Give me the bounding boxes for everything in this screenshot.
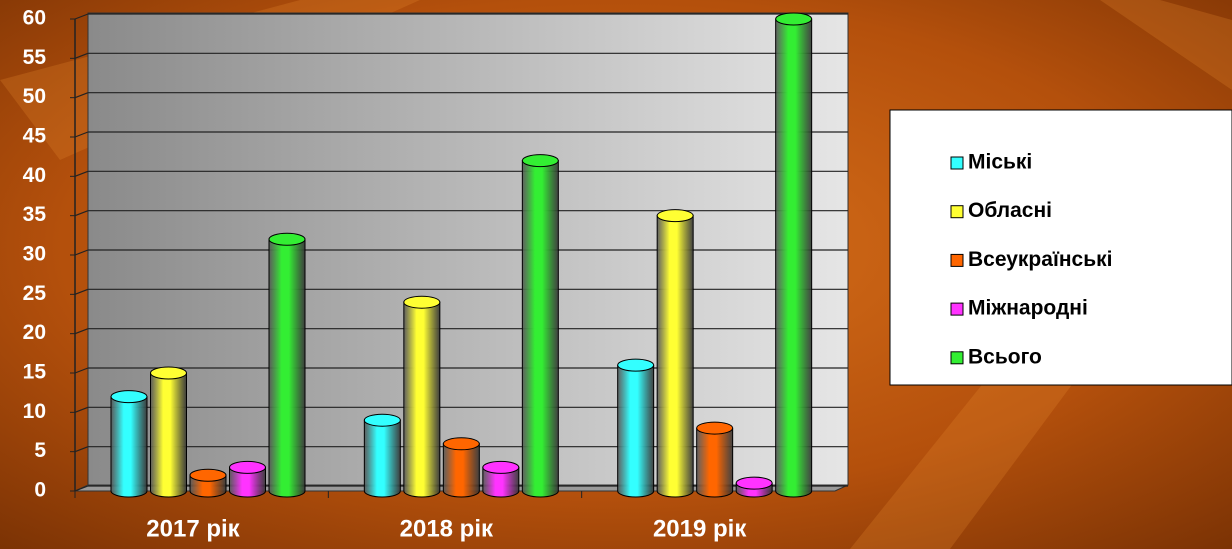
legend-label: Міські [968,151,1032,174]
cylinder [696,427,734,498]
cylinder-top [268,232,306,246]
legend-label: Обласні [968,199,1052,222]
legend-swatch [950,302,964,316]
legend-swatch [950,156,964,170]
cylinder [656,215,694,498]
cylinder [482,466,520,498]
grid-line-side [74,406,89,413]
y-tick-label: 20 [23,321,46,344]
cylinder-top [735,476,773,490]
cylinder [521,160,559,498]
cylinder [268,238,306,498]
grid-line-side [74,92,89,99]
cylinder-top [617,358,655,372]
cylinder-top [229,460,266,474]
legend-label: Всього [968,345,1042,368]
legend-label: Міжнародні [968,297,1088,320]
grid-line-side [74,485,89,492]
legend [889,109,1232,386]
y-tick-label: 0 [34,479,46,502]
grid-line-side [74,288,89,295]
cylinder-top [696,421,734,435]
y-tick-label: 15 [23,361,47,384]
y-tick-label: 35 [23,203,47,226]
cylinder [442,443,480,498]
cylinder-top [482,460,520,474]
cylinder-top [363,413,401,427]
y-tick-label: 25 [23,282,47,305]
cylinder-top [189,468,227,482]
cylinder-top [775,12,813,26]
y-tick-label: 40 [23,164,46,187]
cylinder-top [403,295,441,309]
cylinder-top [521,154,559,168]
y-tick-label: 55 [23,46,47,69]
x-tick-label: 2017 рік [146,515,240,542]
cylinder-top [656,209,694,223]
legend-swatch [950,253,964,267]
plot-wall [87,12,849,486]
grid-line-side [74,249,89,256]
legend-swatch [950,351,964,365]
y-tick-label: 50 [23,85,46,108]
x-tick-label: 2019 рік [653,515,747,542]
cylinder [617,364,655,498]
legend-swatch [950,205,964,219]
y-tick-label: 60 [23,7,46,30]
grid-line-side [74,367,89,374]
cylinder-top [110,390,148,404]
cylinder-top [442,437,480,451]
cylinder-top [150,366,187,380]
grid-line-side [74,328,89,335]
y-tick-label: 5 [34,439,46,462]
cylinder [110,396,148,498]
grid-line-side [74,210,89,217]
y-tick-label: 30 [23,243,46,266]
grid-line-side [74,13,89,20]
grid-line-side [74,446,89,453]
cylinder [150,372,187,498]
legend-label: Всеукраїнські [968,248,1112,271]
y-tick-label: 45 [23,125,47,148]
grid-line-side [74,52,89,59]
grid-line-side [74,131,89,138]
cylinder [363,419,401,498]
grid-line-side [74,170,89,177]
cylinder [403,301,441,498]
y-tick-label: 10 [23,400,46,423]
cylinder [229,466,266,498]
cylinder [775,18,813,498]
x-tick-label: 2018 рік [400,515,494,542]
